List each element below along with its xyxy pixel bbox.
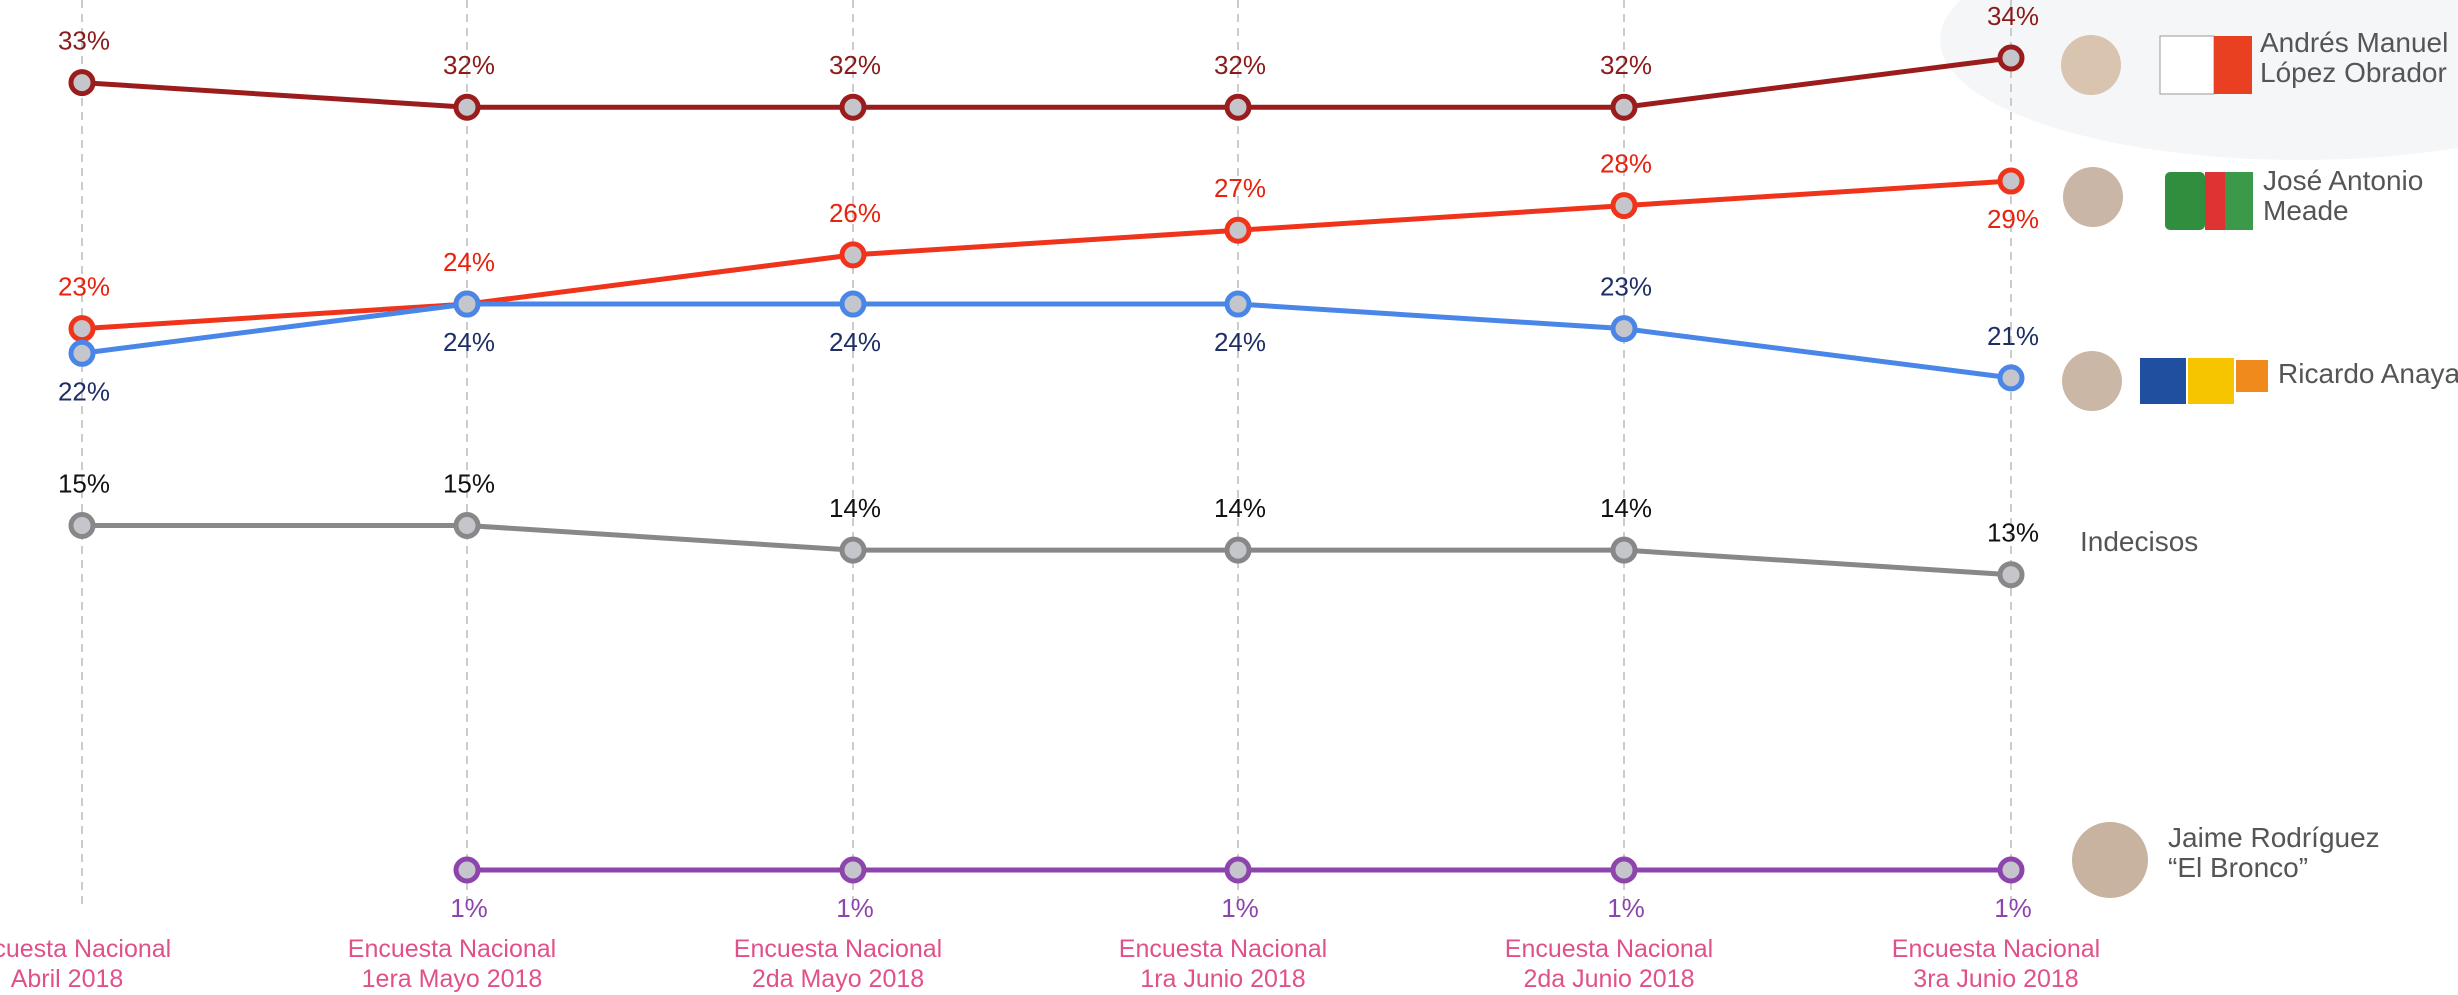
data-point — [453, 512, 481, 540]
data-label: 23% — [1600, 272, 1652, 302]
data-label: 24% — [829, 327, 881, 357]
candidate-photo — [2063, 167, 2123, 227]
data-label: 22% — [58, 376, 110, 406]
data-label: 26% — [829, 198, 881, 228]
data-point — [1997, 856, 2025, 884]
series-line — [81, 301, 2012, 381]
legend-label: Indecisos — [2080, 526, 2198, 557]
data-label: 27% — [1214, 173, 1266, 203]
legend-label: José Antonio Meade — [2263, 165, 2423, 226]
data-label: 24% — [443, 247, 495, 277]
candidate-photo — [2061, 35, 2121, 95]
data-label: 14% — [1214, 493, 1266, 523]
x-tick-label: Encuesta Nacional 2da Junio 2018 — [1505, 935, 1713, 993]
data-label: 28% — [1600, 149, 1652, 179]
party-logo — [2214, 36, 2252, 94]
data-point — [68, 512, 96, 540]
data-label: 32% — [1600, 50, 1652, 80]
data-point — [839, 856, 867, 884]
series-line — [82, 523, 2012, 578]
data-point — [68, 315, 96, 343]
data-label: 21% — [1987, 321, 2039, 351]
data-point — [68, 69, 96, 97]
data-label: 15% — [58, 468, 110, 498]
data-label: 1% — [1221, 893, 1259, 923]
data-label: 24% — [1214, 327, 1266, 357]
data-label: 1% — [450, 893, 488, 923]
data-point — [453, 290, 481, 318]
data-label: 1% — [1994, 893, 2032, 923]
party-logo — [2188, 358, 2234, 404]
data-point — [839, 290, 867, 318]
data-point — [839, 536, 867, 564]
party-logo — [2165, 172, 2205, 230]
data-label: 32% — [1214, 50, 1266, 80]
data-label: 34% — [1987, 1, 2039, 31]
data-point — [453, 93, 481, 121]
legend-icons — [2061, 35, 2268, 898]
data-label: 24% — [443, 327, 495, 357]
data-point — [1224, 536, 1252, 564]
data-label: 33% — [58, 25, 110, 55]
data-point — [1224, 856, 1252, 884]
party-logo — [2159, 35, 2215, 95]
series-line — [81, 55, 2012, 110]
data-point — [1997, 364, 2025, 392]
candidate-photo — [2062, 351, 2122, 411]
x-tick-label: Encuesta Nacional 1era Mayo 2018 — [348, 935, 556, 993]
data-point — [1610, 856, 1638, 884]
legend-label: Ricardo Anaya — [2278, 358, 2458, 389]
data-point — [453, 856, 481, 884]
x-tick-label: Encuesta Nacional 3ra Junio 2018 — [1892, 935, 2100, 993]
data-label: 13% — [1987, 518, 2039, 548]
series-line — [81, 178, 2012, 332]
data-label: 14% — [829, 493, 881, 523]
candidate-photo — [2072, 822, 2148, 898]
data-point — [839, 241, 867, 269]
legend-label: Jaime Rodríguez “El Bronco” — [2168, 822, 2380, 883]
data-point — [1610, 536, 1638, 564]
data-label: 1% — [836, 893, 874, 923]
data-point — [1610, 192, 1638, 220]
data-label: 32% — [443, 50, 495, 80]
party-logo — [2140, 358, 2186, 404]
legend-label: Andrés Manuel López Obrador — [2260, 27, 2448, 88]
data-point — [1610, 93, 1638, 121]
data-point — [1224, 290, 1252, 318]
data-label: 32% — [829, 50, 881, 80]
x-tick-label: Encuesta Nacional 1ra Junio 2018 — [1119, 935, 1327, 993]
data-point — [1997, 561, 2025, 589]
data-point — [1997, 44, 2025, 72]
party-logo — [2225, 172, 2253, 230]
data-label: 14% — [1600, 493, 1652, 523]
data-point — [1224, 216, 1252, 244]
data-point — [68, 339, 96, 367]
data-label: 29% — [1987, 204, 2039, 234]
data-label: 1% — [1607, 893, 1645, 923]
data-point — [1610, 315, 1638, 343]
data-point — [1224, 93, 1252, 121]
data-label: 15% — [443, 468, 495, 498]
data-label: 23% — [58, 272, 110, 302]
x-tick-label: Encuesta Nacional 2da Mayo 2018 — [734, 935, 942, 993]
party-logo — [2236, 360, 2268, 392]
data-point — [839, 93, 867, 121]
data-point — [1997, 167, 2025, 195]
